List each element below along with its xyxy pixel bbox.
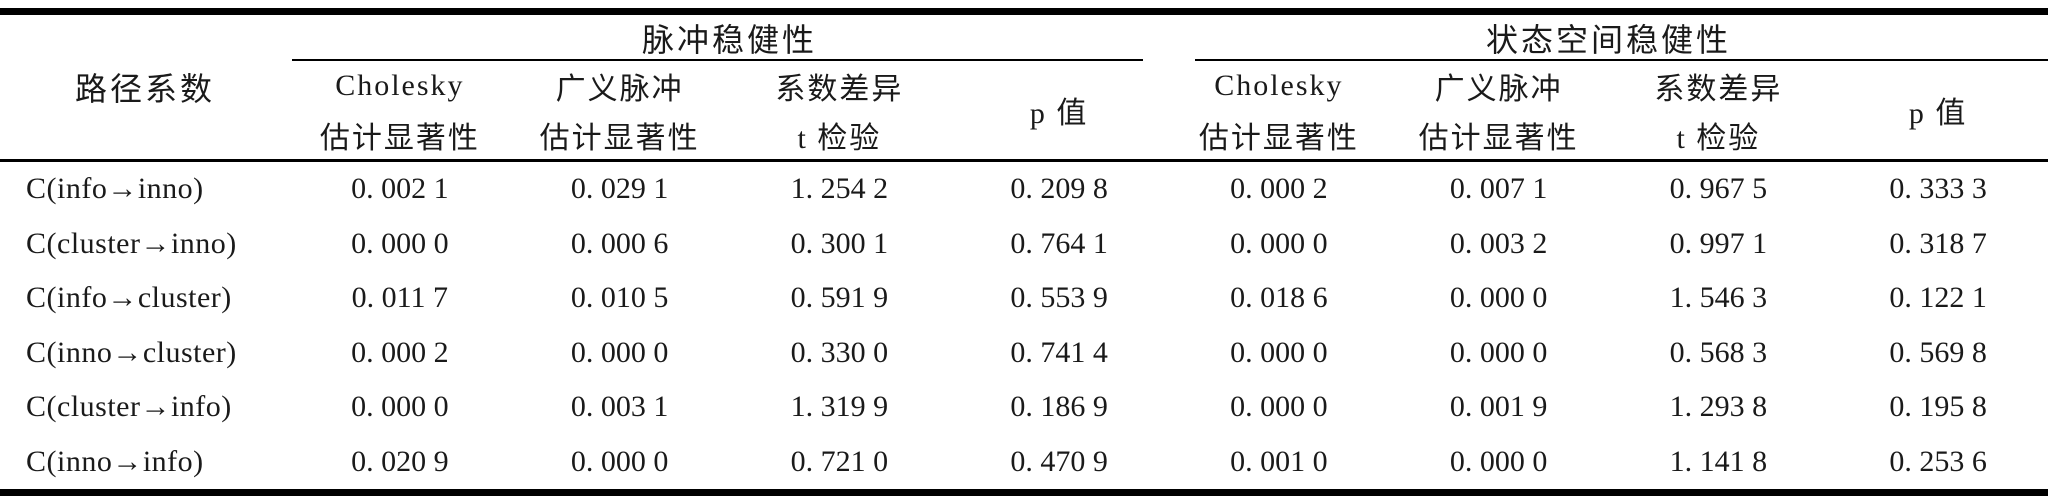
row-label: C(cluster→info)	[26, 390, 232, 424]
column-subheader-estimate-significance-g1b: 估计显著性	[539, 121, 700, 155]
value-cell: 0. 000 0	[1230, 226, 1328, 260]
value-cell: 1. 319 9	[790, 390, 889, 424]
table-row: C(inno→info) 0. 020 9 0. 000 0 0. 721 0 …	[0, 435, 2048, 493]
table-row: C(info→inno) 0. 002 1 0. 029 1 1. 254 2 …	[0, 161, 2048, 217]
column-subheader-t-test-g2: t 检验	[1676, 121, 1761, 155]
table-row: C(cluster→inno) 0. 000 0 0. 000 6 0. 300…	[0, 217, 2048, 272]
value-cell: 0. 253 6	[1889, 444, 1987, 478]
column-subheader-estimate-significance-g1a: 估计显著性	[319, 121, 480, 155]
value-cell: 0. 003 1	[570, 390, 669, 424]
column-header-cholesky-g1: Cholesky	[335, 68, 465, 102]
value-cell: 0. 000 6	[570, 226, 669, 260]
value-cell: 0. 591 9	[790, 281, 889, 315]
value-cell: 0. 741 4	[1010, 335, 1108, 369]
value-cell: 0. 001 9	[1449, 390, 1548, 424]
table-header: 路径系数 脉冲稳健性 状态空间稳健性 Cholesky 广义脉冲 系数差异 p …	[0, 12, 2048, 161]
row-label: C(inno→cluster)	[26, 335, 237, 369]
table-row: C(inno→cluster) 0. 000 2 0. 000 0 0. 330…	[0, 326, 2048, 381]
value-cell: 0. 000 2	[351, 335, 449, 369]
row-label: C(inno→info)	[26, 444, 204, 478]
group-header-state-space-robustness: 状态空间稳健性	[1169, 12, 2048, 62]
value-cell: 0. 003 2	[1449, 226, 1548, 260]
value-cell: 0. 000 0	[1230, 335, 1328, 369]
value-cell: 0. 300 1	[790, 226, 889, 260]
value-cell: 0. 318 7	[1889, 226, 1987, 260]
value-cell: 1. 254 2	[790, 172, 889, 206]
value-cell: 0. 000 0	[351, 226, 449, 260]
row-label: C(info→inno)	[26, 172, 204, 206]
column-header-p-value-g1: p 值	[1029, 97, 1089, 130]
value-cell: 0. 011 7	[351, 281, 449, 315]
value-cell: 0. 122 1	[1889, 281, 1987, 315]
column-header-coef-difference-g2: 系数差异	[1654, 72, 1783, 106]
value-cell: 0. 020 9	[351, 444, 449, 478]
value-cell: 0. 002 1	[351, 172, 449, 206]
value-cell: 0. 764 1	[1010, 226, 1108, 260]
value-cell: 0. 000 0	[1449, 335, 1548, 369]
column-header-p-value-g2: p 值	[1908, 97, 1968, 130]
value-cell: 1. 141 8	[1669, 444, 1768, 478]
column-header-coef-difference-g1: 系数差异	[775, 72, 904, 106]
column-subheader-estimate-significance-g2b: 估计显著性	[1418, 121, 1579, 155]
value-cell: 0. 000 0	[1230, 390, 1328, 424]
value-cell: 0. 330 0	[790, 335, 889, 369]
value-cell: 0. 967 5	[1669, 172, 1768, 206]
value-cell: 0. 007 1	[1449, 172, 1548, 206]
robustness-table: 路径系数 脉冲稳健性 状态空间稳健性 Cholesky 广义脉冲 系数差异 p …	[0, 8, 2048, 496]
column-header-cholesky-g2: Cholesky	[1214, 68, 1344, 102]
value-cell: 0. 029 1	[570, 172, 669, 206]
value-cell: 0. 568 3	[1669, 335, 1768, 369]
table-row: C(info→cluster) 0. 011 7 0. 010 5 0. 591…	[0, 271, 2048, 326]
column-header-generalized-impulse-g2: 广义脉冲	[1434, 72, 1563, 106]
table-row: C(cluster→info) 0. 000 0 0. 003 1 1. 319…	[0, 380, 2048, 435]
value-cell: 0. 001 0	[1230, 444, 1328, 478]
value-cell: 0. 186 9	[1010, 390, 1108, 424]
value-cell: 1. 293 8	[1669, 390, 1768, 424]
value-cell: 1. 546 3	[1669, 281, 1768, 315]
value-cell: 0. 018 6	[1230, 281, 1328, 315]
value-cell: 0. 721 0	[790, 444, 889, 478]
value-cell: 0. 553 9	[1010, 281, 1108, 315]
value-cell: 0. 000 0	[351, 390, 449, 424]
value-cell: 0. 209 8	[1010, 172, 1108, 206]
value-cell: 0. 997 1	[1669, 226, 1768, 260]
column-header-path-coefficient: 路径系数	[74, 71, 215, 107]
value-cell: 0. 195 8	[1889, 390, 1987, 424]
value-cell: 0. 000 0	[1449, 444, 1548, 478]
value-cell: 0. 000 2	[1230, 172, 1328, 206]
table-body: C(info→inno) 0. 002 1 0. 029 1 1. 254 2 …	[0, 161, 2048, 493]
value-cell: 0. 000 0	[570, 444, 669, 478]
value-cell: 0. 000 0	[1449, 281, 1548, 315]
column-subheader-t-test-g1: t 检验	[797, 121, 882, 155]
group-header-impulse-robustness: 脉冲稳健性	[290, 12, 1169, 62]
value-cell: 0. 010 5	[570, 281, 669, 315]
row-label: C(info→cluster)	[26, 281, 232, 315]
value-cell: 0. 470 9	[1010, 444, 1108, 478]
row-label: C(cluster→inno)	[26, 226, 237, 260]
value-cell: 0. 569 8	[1889, 335, 1987, 369]
value-cell: 0. 000 0	[570, 335, 669, 369]
column-subheader-estimate-significance-g2a: 估计显著性	[1198, 121, 1359, 155]
column-header-generalized-impulse-g1: 广义脉冲	[555, 72, 684, 106]
value-cell: 0. 333 3	[1889, 172, 1987, 206]
